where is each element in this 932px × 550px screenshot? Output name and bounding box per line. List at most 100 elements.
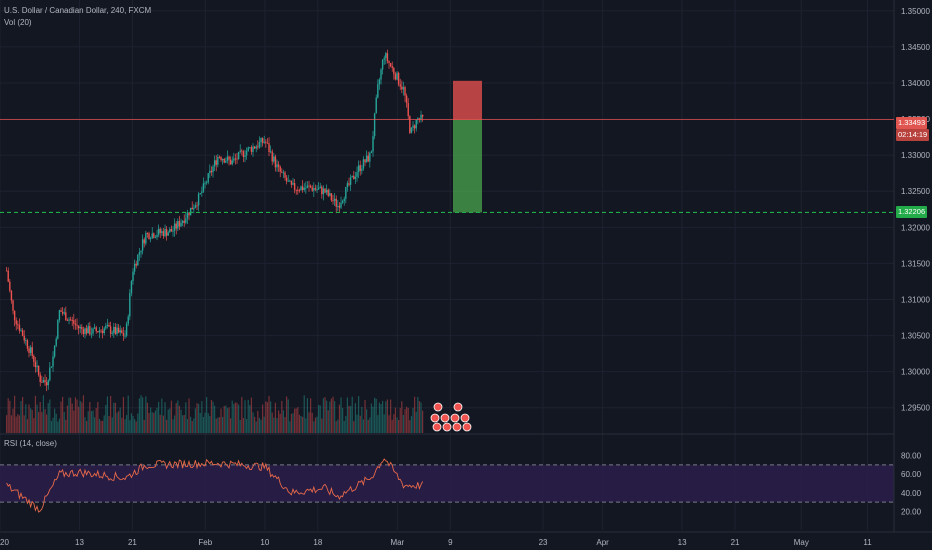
candle-body xyxy=(308,185,310,187)
candle-body xyxy=(17,324,19,326)
candle-body xyxy=(84,328,86,334)
volume-bar xyxy=(284,417,286,433)
volume-bar xyxy=(73,410,75,433)
candle-body xyxy=(362,159,365,169)
candle-body xyxy=(249,147,251,149)
candle-body xyxy=(265,141,267,143)
volume-bar xyxy=(265,401,267,433)
volume-bar xyxy=(385,401,387,433)
volume-bar xyxy=(62,396,64,433)
volume-bar xyxy=(398,419,400,433)
candle-body xyxy=(324,188,326,193)
volume-bar xyxy=(68,397,70,433)
candle-body xyxy=(25,340,27,342)
volume-bar xyxy=(132,415,134,433)
candle-body xyxy=(385,53,387,59)
candle-body xyxy=(348,183,350,185)
volume-bar xyxy=(353,421,355,433)
candle-body xyxy=(341,201,344,203)
candle-body xyxy=(340,202,342,208)
candle-body xyxy=(197,193,200,206)
candle-body xyxy=(370,151,373,154)
volume-bar xyxy=(247,399,249,433)
candle-body xyxy=(37,365,40,375)
volume-bar xyxy=(63,412,65,433)
candle-body xyxy=(338,205,341,208)
volume-bar xyxy=(87,411,89,433)
candle-body xyxy=(21,330,24,336)
volume-bar xyxy=(23,415,25,433)
candle-body xyxy=(242,151,245,157)
candle-body xyxy=(335,198,337,207)
rsi-tick-label: 40.00 xyxy=(901,489,922,498)
volume-bar xyxy=(324,397,326,433)
candle-body xyxy=(399,84,401,87)
volume-bar xyxy=(239,420,241,433)
volume-bar xyxy=(297,407,299,433)
volume-bar xyxy=(289,421,291,433)
candle-body xyxy=(202,183,205,192)
candle-body xyxy=(90,333,93,335)
volume-bar xyxy=(254,416,256,433)
candle-body xyxy=(404,87,406,96)
candle-body xyxy=(205,182,208,184)
candle-body xyxy=(188,212,190,216)
volume-bar xyxy=(158,401,160,433)
candle-body xyxy=(353,175,355,180)
volume-bar xyxy=(142,397,144,433)
volume-bar xyxy=(167,409,169,433)
candle-body xyxy=(148,233,150,240)
volume-bar xyxy=(292,413,294,433)
volume-bar xyxy=(70,397,72,433)
volume-bar xyxy=(210,399,213,433)
candle-body xyxy=(295,189,297,191)
volume-bar xyxy=(399,407,401,433)
volume-bar xyxy=(417,396,419,433)
candle-body xyxy=(221,159,224,161)
candle-body xyxy=(217,157,219,165)
volume-bar xyxy=(356,414,358,433)
price-tick-label: 1.34000 xyxy=(901,79,930,88)
candle-body xyxy=(135,263,137,266)
candle-body xyxy=(143,239,145,244)
candle-body xyxy=(354,176,357,180)
candle-body xyxy=(402,87,405,90)
candle-body xyxy=(284,172,286,178)
volume-bar xyxy=(257,410,259,433)
candle-body xyxy=(68,319,70,321)
volume-bar xyxy=(313,421,315,433)
candle-body xyxy=(169,228,171,233)
candle-body xyxy=(165,229,168,236)
volume-bar xyxy=(82,395,85,433)
volume-bar xyxy=(276,418,278,433)
volume-bar xyxy=(191,420,193,433)
candle-body xyxy=(55,338,57,346)
economic-event-icon xyxy=(452,422,462,432)
candle-body xyxy=(421,114,424,117)
candle-body xyxy=(277,164,280,167)
volume-bar xyxy=(33,418,35,433)
volume-bar xyxy=(302,416,304,433)
volume-bar xyxy=(410,416,413,433)
candle-body xyxy=(125,323,128,336)
volume-bar xyxy=(326,400,328,433)
candle-body xyxy=(361,168,363,171)
volume-bar xyxy=(314,417,317,433)
candle-body xyxy=(161,231,163,233)
candle-body xyxy=(175,223,177,229)
volume-bar xyxy=(263,416,265,433)
volume-bar xyxy=(319,405,321,433)
candle-body xyxy=(343,198,345,202)
candle-body xyxy=(252,146,254,152)
volume-bar xyxy=(402,414,405,433)
candle-body xyxy=(79,327,81,329)
volume-bar xyxy=(281,400,283,433)
volume-bar xyxy=(294,408,296,433)
candle-body xyxy=(237,151,240,160)
economic-event-icon xyxy=(453,402,463,412)
rsi-tick-label: 80.00 xyxy=(901,452,922,461)
volume-bar xyxy=(74,397,77,433)
price-tick-label: 1.31500 xyxy=(901,259,930,268)
candle-body xyxy=(231,160,233,165)
